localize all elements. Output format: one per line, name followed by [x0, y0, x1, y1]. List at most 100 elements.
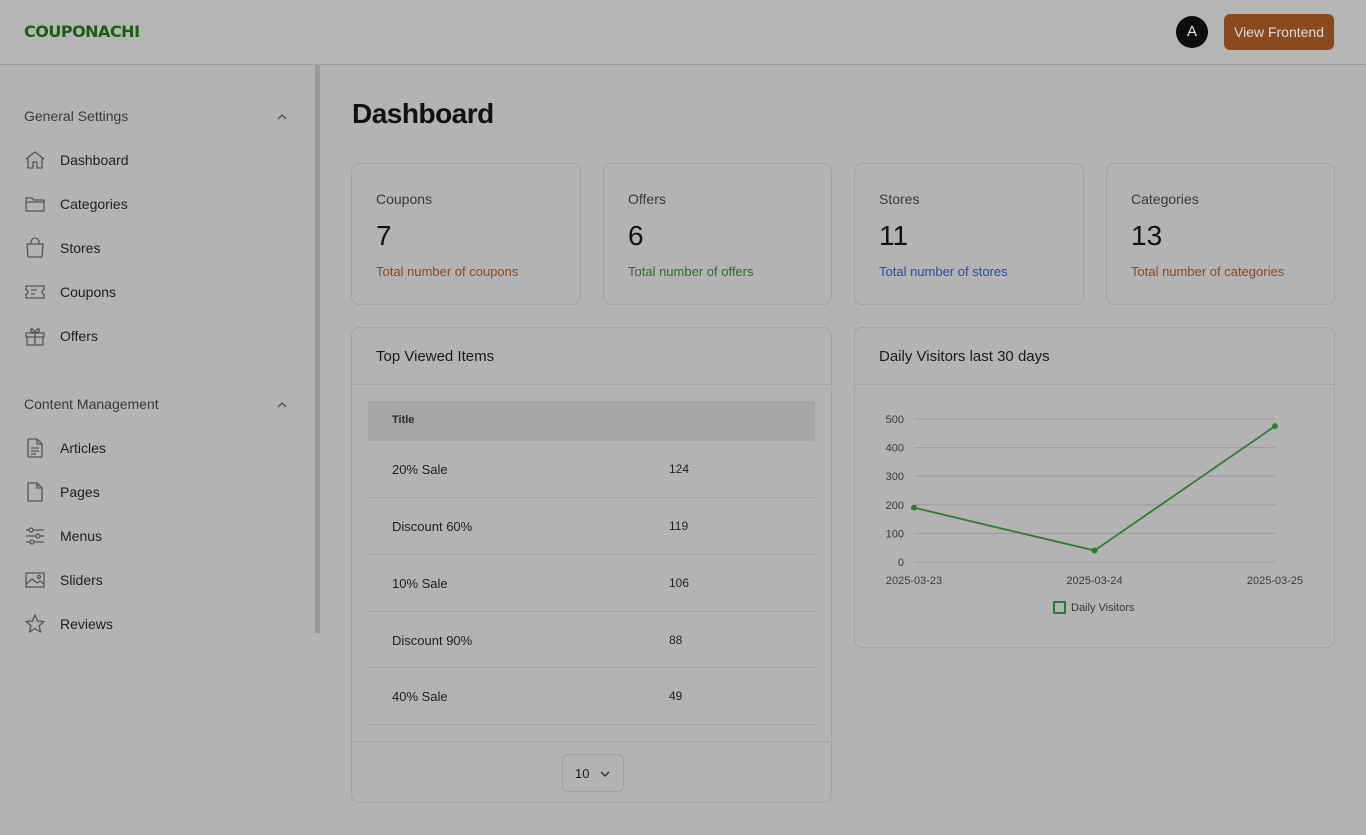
stat-value: 13 [1131, 220, 1163, 251]
section-title: Content Management [24, 396, 159, 412]
data-point [1091, 547, 1098, 554]
sidebar-item-offers[interactable]: Offers [24, 322, 289, 350]
page-size-value: 10 [575, 766, 590, 781]
section-content-management[interactable]: Content Management [24, 396, 289, 416]
row-views: 49 [669, 689, 683, 703]
data-point [1272, 423, 1278, 430]
stat-label: Categories [1131, 191, 1199, 207]
sidebar-item-reviews[interactable]: Reviews [24, 610, 289, 638]
sidebar-item-menus[interactable]: Menus [24, 522, 289, 550]
row-title: 40% Sale [392, 689, 448, 704]
row-title: Discount 60% [392, 519, 473, 534]
panel-title: Top Viewed Items [376, 348, 495, 365]
page-icon [27, 482, 43, 502]
sidebar-item-label: Reviews [60, 616, 113, 632]
sidebar-scrollbar[interactable] [315, 65, 320, 633]
y-tick-label: 500 [886, 414, 904, 426]
y-tick-label: 400 [886, 443, 904, 455]
sidebar-item-label: Stores [60, 240, 101, 256]
legend-swatch [1053, 601, 1066, 614]
x-tick-label: 2025-03-24 [1066, 575, 1122, 587]
top-bar: COUPONACHI A View Frontend [0, 0, 1366, 65]
star-icon [25, 614, 45, 633]
row-views: 119 [669, 519, 689, 533]
stat-card-offers: Offers 6 Total number of offers [603, 163, 832, 305]
column-header-title[interactable]: Title [392, 414, 415, 426]
row-views: 88 [669, 633, 683, 647]
logo[interactable]: COUPONACHI [24, 22, 140, 41]
stat-description: Total number of categories [1131, 264, 1285, 279]
panel-title: Daily Visitors last 30 days [879, 348, 1050, 365]
section-general-settings[interactable]: General Settings [24, 108, 289, 128]
sidebar-item-sliders[interactable]: Sliders [24, 566, 289, 594]
y-tick-label: 0 [898, 557, 904, 569]
sidebar-item-label: Dashboard [60, 152, 129, 168]
sidebar-item-label: Pages [60, 484, 100, 500]
sidebar-item-label: Menus [60, 528, 103, 544]
sidebar-item-label: Categories [60, 196, 128, 212]
row-title: 10% Sale [392, 576, 448, 591]
panel-header: Daily Visitors last 30 days [855, 328, 1334, 385]
top-viewed-panel: Top Viewed Items Title 20% Sale 124 Disc… [351, 327, 832, 803]
row-title: Discount 90% [392, 633, 473, 648]
row-title: 20% Sale [392, 462, 448, 477]
daily-visitors-panel: Daily Visitors last 30 days 0 100 200 300 40… [854, 327, 1335, 648]
panel-header: Top Viewed Items [352, 328, 831, 385]
stat-value: 7 [376, 220, 392, 251]
sidebar-item-label: Articles [60, 440, 106, 456]
daily-visitors-chart: 0 100 200 300 400 500 2025-03-23 2025-03-24 2025… [886, 414, 1303, 614]
sidebar-item-categories[interactable]: Categories [24, 190, 289, 218]
stat-label: Stores [879, 191, 920, 207]
ticket-icon [25, 285, 45, 299]
sidebar-item-articles[interactable]: Articles [24, 434, 289, 462]
avatar[interactable]: A [1176, 16, 1208, 48]
stat-description: Total number of stores [879, 264, 1008, 279]
section-title: General Settings [24, 108, 129, 124]
x-tick-label: 2025-03-25 [1247, 575, 1303, 587]
page-size-select[interactable]: 10 [562, 754, 624, 792]
table-footer: 10 [352, 741, 830, 801]
table-row[interactable]: 20% Sale 124 [368, 441, 815, 498]
table-row[interactable]: Discount 60% 119 [368, 498, 815, 555]
gift-icon [25, 328, 45, 346]
table-row[interactable]: Discount 90% 88 [368, 612, 815, 668]
stat-label: Coupons [376, 191, 433, 207]
stat-card-stores: Stores 11 Total number of stores [854, 163, 1084, 305]
sidebar-item-dashboard[interactable]: Dashboard [24, 146, 289, 174]
home-icon [25, 151, 45, 169]
image-icon [25, 572, 45, 588]
sidebar-item-pages[interactable]: Pages [24, 478, 289, 506]
y-tick-label: 300 [886, 471, 904, 483]
view-frontend-button[interactable]: View Frontend [1224, 14, 1334, 50]
x-tick-label: 2025-03-23 [886, 575, 942, 587]
page-title: Dashboard [352, 98, 494, 129]
stat-description: Total number of offers [628, 264, 754, 279]
table-row[interactable]: 40% Sale 49 [368, 668, 815, 725]
sidebar-item-label: Sliders [60, 572, 103, 588]
row-views: 124 [669, 462, 690, 476]
sidebar-item-coupons[interactable]: Coupons [24, 278, 289, 306]
table-header: Title [368, 401, 815, 441]
row-views: 106 [669, 576, 690, 590]
chevron-down-icon [600, 771, 610, 778]
stat-label: Offers [628, 191, 666, 207]
table-row[interactable]: 10% Sale 106 [368, 555, 815, 612]
stat-value: 6 [628, 220, 644, 251]
chevron-up-icon [277, 402, 287, 408]
series-line [913, 425, 1276, 552]
stat-card-coupons: Coupons 7 Total number of coupons [351, 163, 581, 305]
legend-label: Daily Visitors [1071, 602, 1135, 614]
chevron-up-icon [277, 114, 287, 120]
stat-card-categories: Categories 13 Total number of categories [1106, 163, 1335, 305]
document-icon [27, 438, 43, 458]
sliders-icon [26, 527, 44, 545]
sidebar-item-label: Coupons [60, 284, 117, 300]
stat-value: 11 [879, 220, 909, 251]
sidebar-item-label: Offers [60, 328, 98, 344]
folder-icon [25, 197, 45, 212]
shopping-bag-icon [26, 237, 44, 258]
stat-description: Total number of coupons [376, 264, 519, 279]
sidebar-item-stores[interactable]: Stores [24, 234, 289, 262]
data-point [911, 504, 917, 511]
y-tick-label: 200 [886, 500, 904, 512]
